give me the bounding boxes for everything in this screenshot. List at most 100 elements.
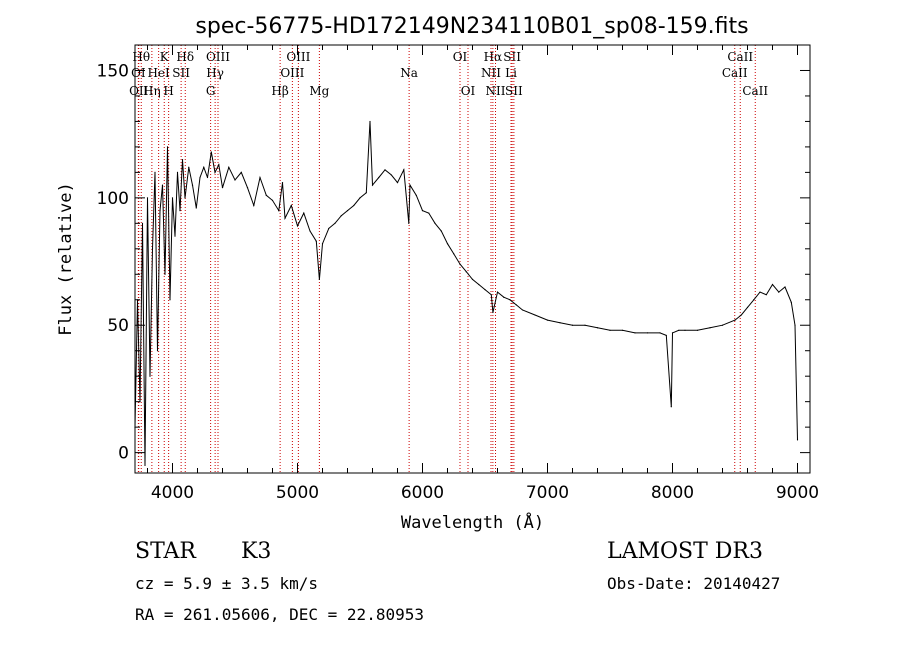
- line-marker-label: G: [206, 84, 216, 98]
- data-point: [174, 235, 176, 237]
- data-point: [440, 230, 442, 232]
- data-point: [154, 171, 156, 173]
- data-point: [434, 222, 436, 224]
- data-point: [446, 243, 449, 245]
- data-point: [621, 329, 624, 331]
- line-marker-label: SII: [505, 84, 523, 98]
- data-point: [179, 209, 181, 212]
- line-marker-label: NII: [481, 66, 501, 80]
- object-class: STAR: [135, 539, 196, 564]
- line-marker-label: CaII: [742, 84, 768, 98]
- line-marker-label: OII: [129, 84, 149, 98]
- line-marker-label: Hα: [484, 50, 503, 64]
- data-point: [709, 327, 711, 329]
- data-point: [146, 197, 149, 199]
- data-point: [415, 194, 417, 196]
- plot-area: [134, 120, 799, 466]
- data-point: [164, 273, 166, 275]
- data-point: [365, 192, 367, 194]
- data-point: [596, 327, 599, 329]
- data-point: [794, 324, 796, 326]
- data-point: [784, 286, 786, 288]
- data-point: [156, 350, 159, 352]
- data-point: [496, 291, 499, 293]
- line-marker-label: SII: [172, 66, 190, 80]
- data-point: [309, 230, 311, 232]
- data-point: [296, 225, 299, 227]
- line-marker-label: NII: [486, 84, 506, 98]
- data-point: [171, 197, 174, 199]
- data-point: [271, 199, 274, 202]
- data-point: [670, 406, 672, 408]
- line-marker-label: Hγ: [206, 66, 224, 80]
- data-point: [214, 171, 216, 173]
- data-point: [371, 184, 374, 186]
- data-point: [753, 299, 755, 301]
- line-marker-label: Na: [400, 66, 418, 80]
- data-point: [340, 215, 342, 217]
- spectrum-series-flux: [134, 121, 798, 466]
- line-marker-label: Hη: [143, 84, 161, 98]
- data-point: [281, 181, 284, 184]
- data-point: [265, 194, 267, 196]
- x-tick-label: 6000: [401, 483, 444, 503]
- data-point: [228, 166, 230, 168]
- line-marker-label: Mg: [309, 84, 329, 98]
- data-point: [218, 164, 220, 166]
- data-point: [609, 329, 611, 331]
- y-tick-label: 150: [97, 61, 129, 81]
- x-tick-label: 7000: [526, 483, 569, 503]
- redshift-cz: cz = 5.9 ± 3.5 km/s: [135, 574, 319, 593]
- data-point: [765, 294, 767, 296]
- data-point: [290, 204, 292, 207]
- line-marker-label: SII: [503, 50, 521, 64]
- data-point: [328, 227, 330, 230]
- data-point: [571, 324, 574, 326]
- data-point: [746, 306, 749, 309]
- data-point: [141, 222, 144, 224]
- data-point: [234, 179, 236, 181]
- data-point: [634, 332, 636, 334]
- data-point: [384, 169, 386, 171]
- data-point: [471, 278, 474, 280]
- y-tick-label: 50: [107, 316, 129, 336]
- data-point: [521, 309, 524, 311]
- x-tick-label: 5000: [276, 483, 319, 503]
- data-point: [159, 209, 161, 212]
- data-point: [278, 209, 280, 212]
- line-marker-label: Hθ: [132, 50, 150, 64]
- data-point: [421, 209, 424, 212]
- line-marker-label: OIII: [286, 50, 310, 64]
- data-point: [459, 263, 461, 265]
- survey-name: LAMOST DR3: [607, 539, 763, 564]
- data-point: [359, 197, 361, 199]
- data-point: [346, 209, 349, 212]
- data-point: [318, 278, 320, 280]
- data-point: [740, 314, 742, 316]
- data-point: [149, 375, 151, 377]
- line-marker-label: H: [163, 84, 173, 98]
- data-point: [284, 217, 286, 219]
- x-tick-label: 4000: [151, 483, 194, 503]
- data-point: [478, 283, 480, 286]
- data-point: [534, 314, 536, 316]
- data-point: [671, 332, 674, 334]
- data-point: [181, 159, 184, 161]
- data-point: [303, 212, 305, 214]
- plot-frame: [134, 44, 811, 474]
- data-point: [378, 176, 380, 179]
- data-point: [369, 120, 371, 123]
- data-point: [465, 271, 467, 273]
- x-axis-label: Wavelength (Å): [401, 511, 544, 533]
- data-point: [408, 222, 410, 224]
- data-point: [199, 176, 201, 179]
- data-point: [696, 329, 699, 331]
- data-point: [665, 334, 667, 337]
- data-point: [403, 169, 405, 171]
- data-point: [509, 299, 511, 301]
- subclass: K3: [241, 539, 272, 564]
- x-tick-label: 9000: [776, 483, 819, 503]
- y-axis-label: Flux (relative): [56, 182, 76, 336]
- data-point: [184, 197, 186, 199]
